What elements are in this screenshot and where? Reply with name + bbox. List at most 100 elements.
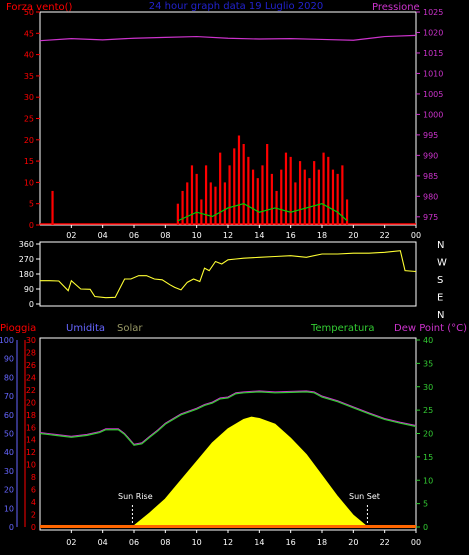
rain-tick-label: 12 [26,448,36,457]
pressure-tick-label: 1025 [423,8,443,17]
wind-tick-label: 25 [24,115,34,124]
humidity-tick-label: 60 [4,411,14,420]
humidity-ticks: 0 10 20 30 40 50 60 70 80 90 100 [0,336,18,532]
humidity-tick-label: 70 [4,392,14,401]
compass-label: N [437,310,444,321]
temp-solar-series [39,390,417,528]
wind-direction-line [40,250,417,299]
wind-tick-label: 15 [24,157,34,166]
pressure-tick-label: 1005 [423,90,443,99]
compass-label: E [437,293,443,304]
wind-x-tick-label: 16 [286,231,296,240]
compass-label: S [437,275,443,286]
wind-x-tick-label: 22 [380,231,390,240]
temp-x-tick-label: 10 [192,538,202,547]
rain-tick-label: 0 [31,523,36,532]
wind-x-tick-label: 04 [98,231,108,240]
humidity-tick-label: 50 [4,430,14,439]
rain-tick-label: 8 [31,473,36,482]
wind-x-tick-label: 20 [348,231,358,240]
rain-tick-label: 20 [26,398,36,407]
temperature-tick-label: 10 [423,476,433,485]
temp-x-tick-label: 12 [223,538,233,547]
direction-tick-label: 360 [19,240,34,249]
rain-bar [40,525,416,528]
direction-left-ticks: 0 90 180 270 360 [19,240,40,309]
humidity-tick-label: 90 [4,355,14,364]
rain-tick-label: 30 [26,336,36,345]
rain-tick-label: 28 [26,348,36,357]
wind-x-tick-label: 18 [317,231,327,240]
wind-x-tick-label: 00 [411,231,421,240]
wind-tick-label: 30 [24,93,34,102]
temp-x-tick-label: 20 [348,538,358,547]
wind-x-tick-label: 10 [192,231,202,240]
wind-tick-label: 40 [24,51,34,60]
wind-series [39,34,417,225]
temp-x-tick-label: 16 [286,538,296,547]
rain-tick-label: 24 [26,373,36,382]
direction-series [40,250,417,299]
humidity-tick-label: 20 [4,486,14,495]
wind-tick-label: 10 [24,178,34,187]
compass-label: W [437,258,447,269]
wind-pressure-panel: Forza vento() 24 hour graph data 19 Lugl… [6,1,443,240]
direction-tick-label: 270 [19,255,34,264]
temperature-tick-label: 40 [423,336,433,345]
rain-tick-label: 14 [26,436,36,445]
pressure-tick-label: 1000 [423,110,443,119]
wind-axis-label: Forza vento() [6,2,73,13]
compass-label: N [437,240,444,251]
wind-average-line [177,203,348,222]
temp-x-tick-label: 22 [380,538,390,547]
wind-x-ticks: 02 04 06 08 10 12 14 16 18 20 22 00 [66,225,421,240]
rain-tick-label: 10 [26,461,36,470]
temperature-tick-label: 35 [423,359,433,368]
pressure-tick-label: 995 [423,131,438,140]
pressure-tick-label: 1010 [423,69,443,78]
pressure-line [39,34,417,42]
humidity-tick-label: 100 [0,336,14,345]
rain-tick-label: 4 [31,498,36,507]
direction-tick-label: 0 [29,300,34,309]
rain-tick-label: 6 [31,486,36,495]
temp-x-tick-label: 08 [160,538,170,547]
temperature-ticks: 0 5 10 15 20 25 30 35 40 [416,336,433,532]
temperature-tick-label: 15 [423,453,433,462]
wind-x-tick-label: 08 [160,231,170,240]
sun-set-annotation: Sun Set [349,492,380,501]
pressure-tick-label: 990 [423,151,438,160]
pressure-axis-label: Pressione [372,2,420,13]
wind-chart-title: 24 hour graph data 19 Luglio 2020 [149,1,323,12]
temp-solar-panel: Pioggia Umidita Solar Temperatura Dew Po… [0,323,467,547]
temperature-tick-label: 25 [423,406,433,415]
temp-x-tick-label: 18 [317,538,327,547]
pressure-right-ticks: 975 980 985 990 995 1000 1005 1010 1015 1020 1025 [416,8,443,222]
solar-label: Solar [117,323,143,334]
wind-tick-label: 50 [24,8,34,17]
wind-x-tick-label: 02 [66,231,76,240]
rain-tick-label: 26 [26,361,36,370]
temp-x-ticks: 02 04 06 08 10 12 14 16 18 20 22 00 [66,530,421,547]
wind-panel-frame [39,11,417,226]
wind-x-tick-label: 12 [223,231,233,240]
pressure-tick-label: 1015 [423,49,443,58]
temperature-tick-label: 30 [423,383,433,392]
pressure-tick-label: 980 [423,192,438,201]
dewpoint-label: Dew Point (°C) [394,323,467,334]
rain-tick-label: 18 [26,411,36,420]
rain-tick-label: 2 [31,511,36,520]
wind-tick-label: 20 [24,136,34,145]
solar-area [131,416,369,528]
temp-x-tick-label: 14 [254,538,264,547]
wind-tick-label: 45 [24,29,34,38]
temp-x-tick-label: 04 [98,538,108,547]
humidity-tick-label: 80 [4,373,14,382]
wind-tick-label: 35 [24,72,34,81]
temperature-tick-label: 0 [423,523,428,532]
humidity-tick-label: 40 [4,448,14,457]
